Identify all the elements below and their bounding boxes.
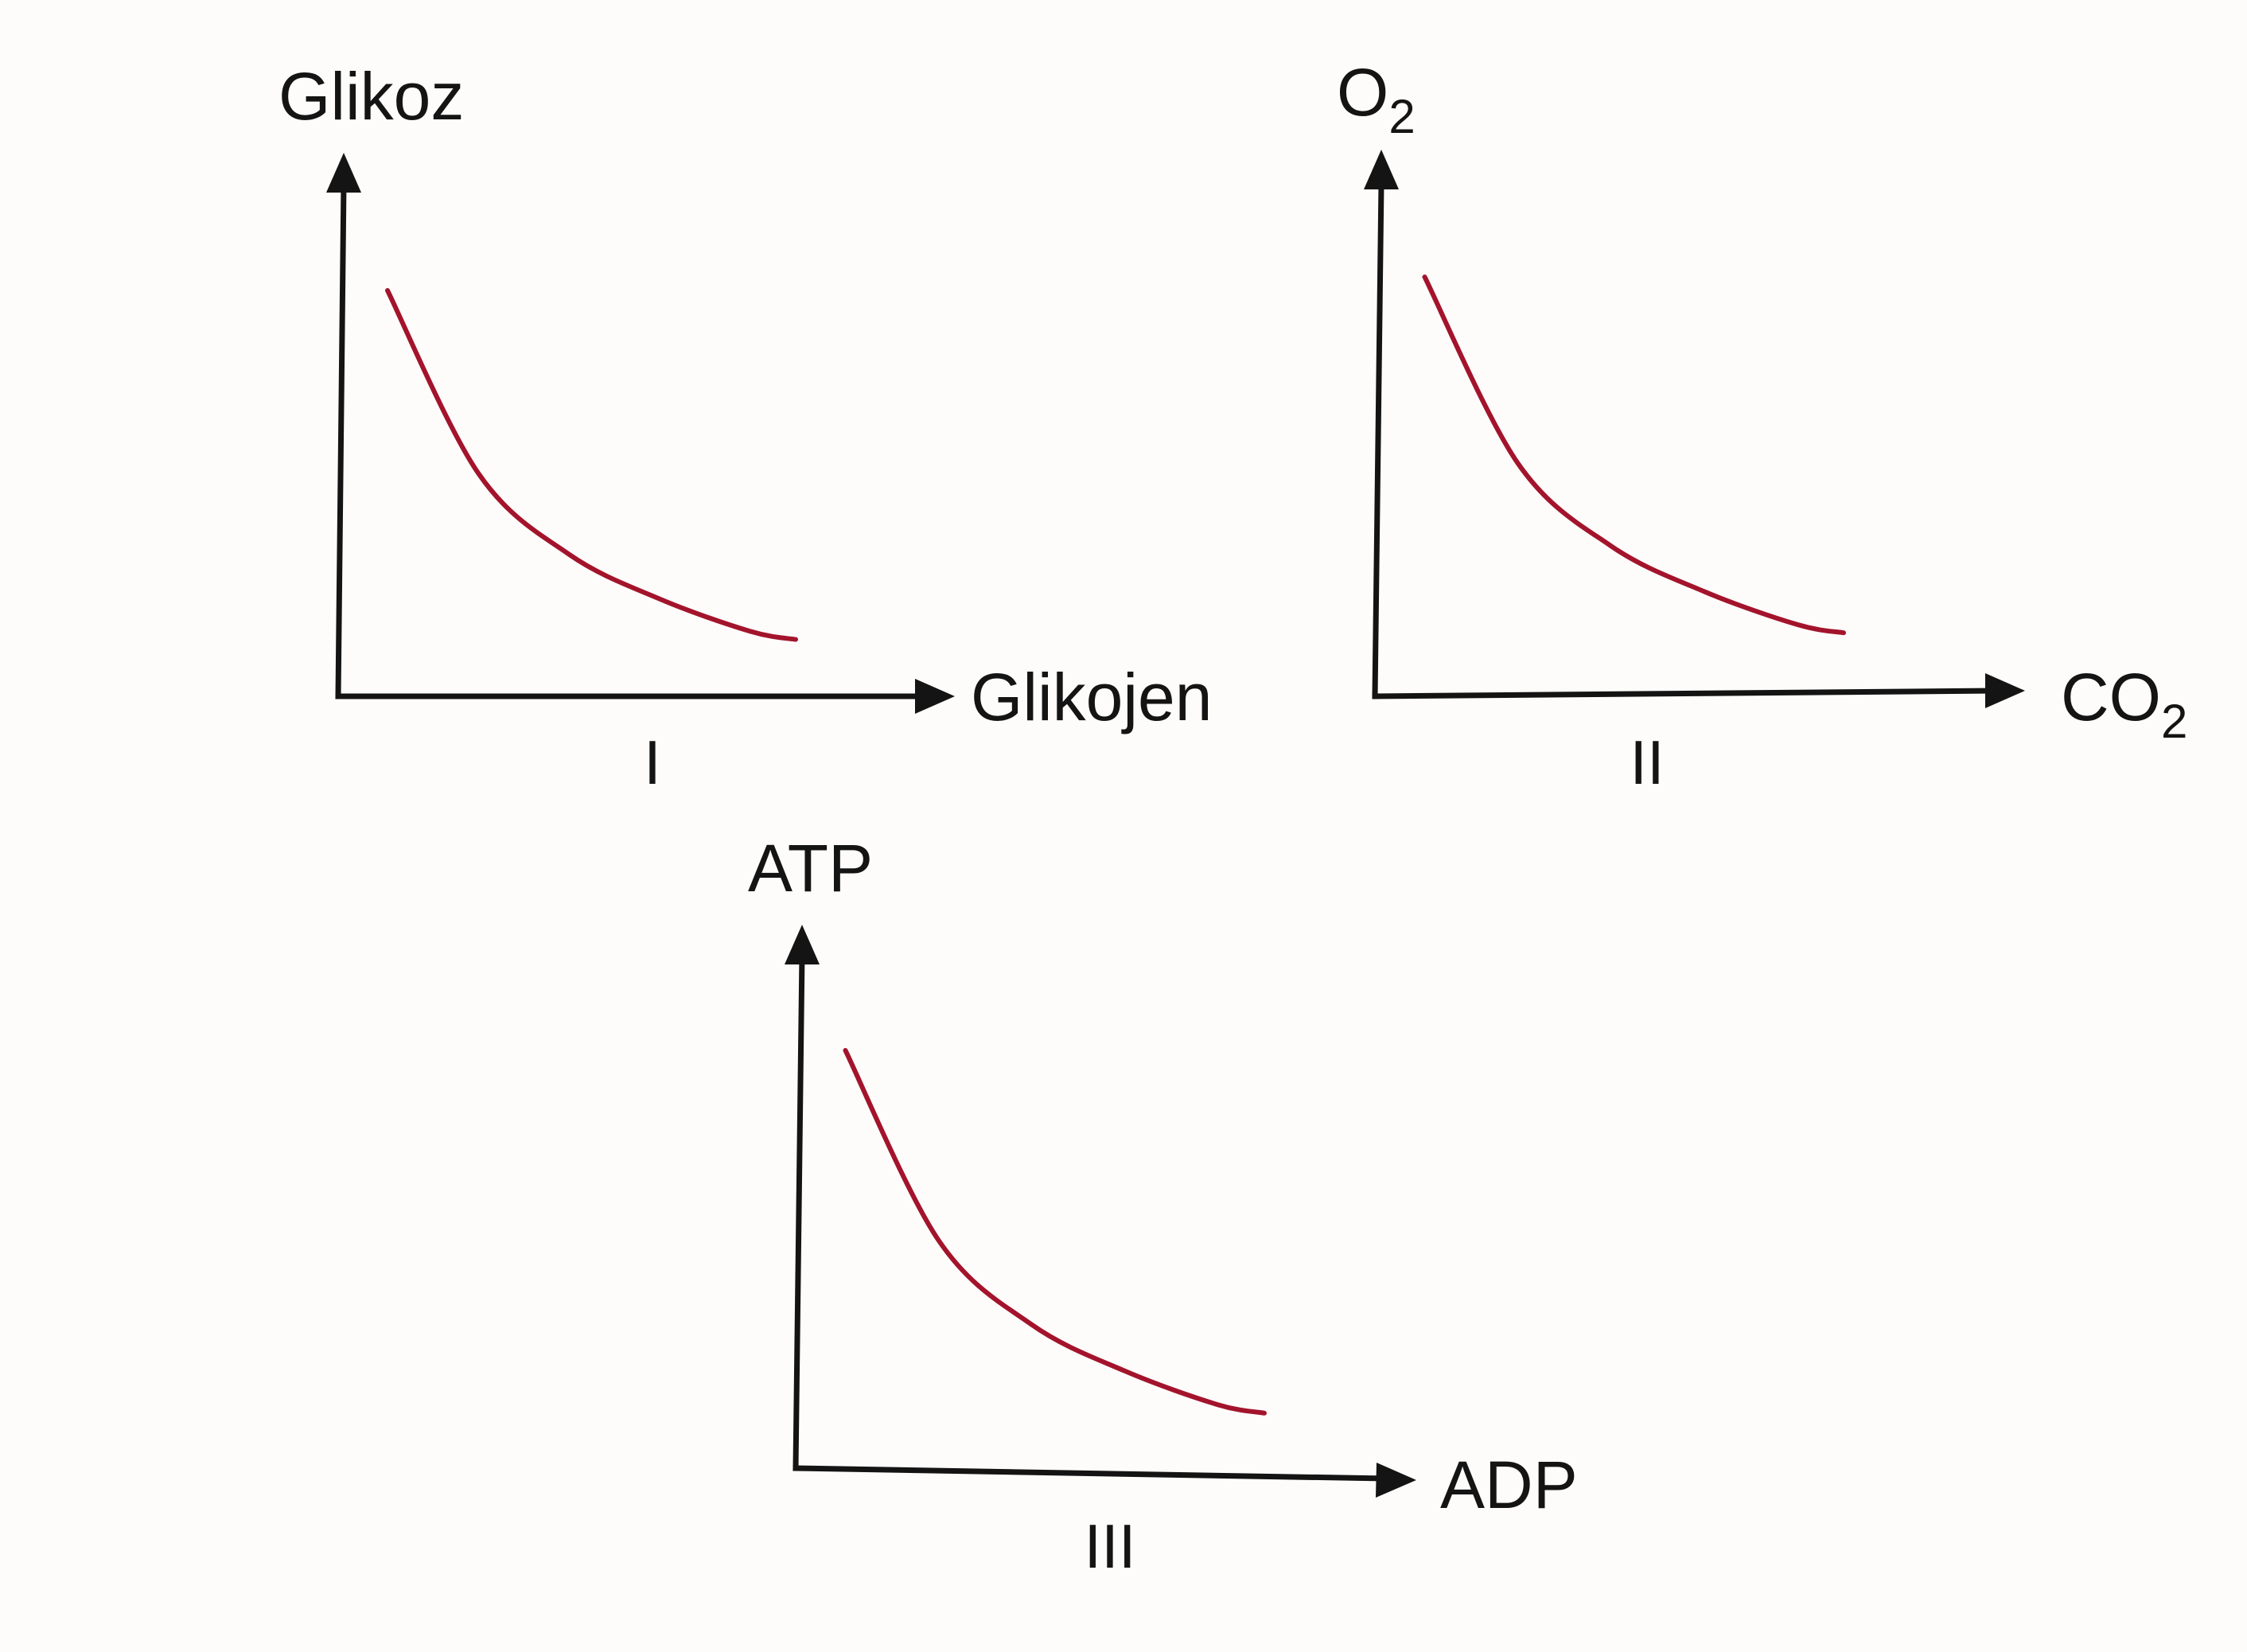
x-axis-arrow <box>915 679 955 714</box>
y-axis-label: Glikoz <box>278 59 464 134</box>
panel-label: III <box>1084 1511 1135 1581</box>
series-line <box>1422 275 1846 636</box>
chart-panel-iii: ATP ADP III <box>748 831 1578 1581</box>
x-axis-label-main: CO <box>2061 660 2161 734</box>
series-line <box>843 1048 1267 1416</box>
x-axis-label: Glikojen <box>971 660 1212 734</box>
x-axis-arrow <box>1376 1463 1416 1498</box>
x-axis <box>1372 688 1996 699</box>
y-axis-arrow <box>326 153 361 193</box>
chart-panel-i: Glikoz Glikojen I <box>278 59 1212 797</box>
y-axis-label-main: O <box>1337 55 1388 130</box>
x-axis <box>792 1465 1388 1482</box>
panel-label: II <box>1630 727 1664 797</box>
x-axis-label: CO2 <box>2061 660 2187 748</box>
y-axis-label-subscript: 2 <box>1388 90 1415 143</box>
y-axis-arrow <box>1364 150 1399 189</box>
y-axis-arrow <box>785 925 820 964</box>
y-axis <box>792 952 805 1471</box>
y-axis <box>335 180 347 699</box>
y-axis-label: ATP <box>748 831 873 906</box>
y-axis <box>1372 180 1384 699</box>
x-axis-arrow <box>1985 673 2025 708</box>
panel-label: I <box>644 727 661 797</box>
series-line <box>385 288 798 642</box>
x-axis-label-subscript: 2 <box>2161 695 2187 748</box>
y-axis-label: O2 <box>1337 55 1416 143</box>
chart-panel-ii: O2 CO2 II <box>1337 55 2187 797</box>
x-axis-label: ADP <box>1440 1447 1578 1522</box>
